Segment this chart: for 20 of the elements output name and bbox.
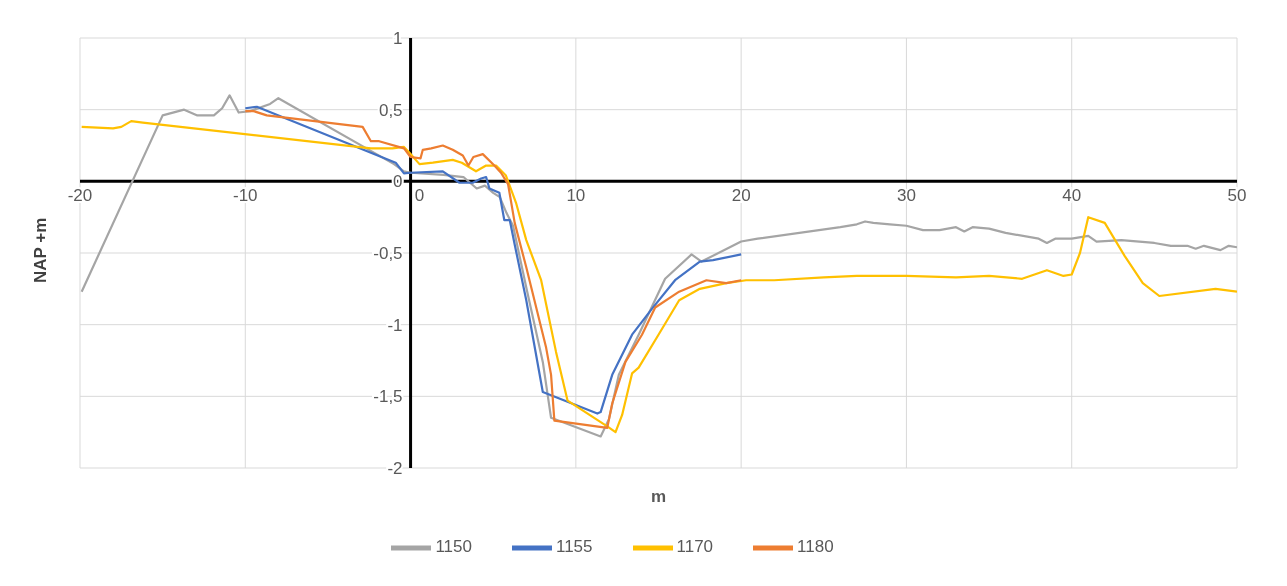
x-tick-label: 30: [896, 186, 916, 206]
y-axis-title: NAP +m: [31, 217, 51, 283]
x-tick-label: -20: [67, 186, 93, 206]
y-tick-label: 0,5: [378, 100, 403, 120]
x-tick-label: 50: [1227, 186, 1247, 206]
legend-label: 1170: [676, 537, 714, 557]
legend-label: 1180: [797, 537, 834, 557]
legend-label: 1155: [555, 537, 593, 557]
x-tick-label: 10: [566, 186, 586, 206]
x-tick-label: -10: [233, 186, 258, 206]
y-tick-label: -2: [387, 459, 403, 478]
x-tick-label: 40: [1062, 186, 1082, 206]
y-tick-label: 1: [393, 29, 403, 48]
legend-label: 1150: [435, 537, 472, 557]
y-tick-label: -1: [387, 315, 403, 335]
y-tick-label: -1,5: [373, 387, 403, 407]
x-tick-label: 20: [731, 186, 751, 206]
y-tick-label: -0,5: [373, 244, 403, 263]
x-axis-title: m: [650, 487, 667, 507]
x-tick-label: 0: [414, 186, 425, 206]
